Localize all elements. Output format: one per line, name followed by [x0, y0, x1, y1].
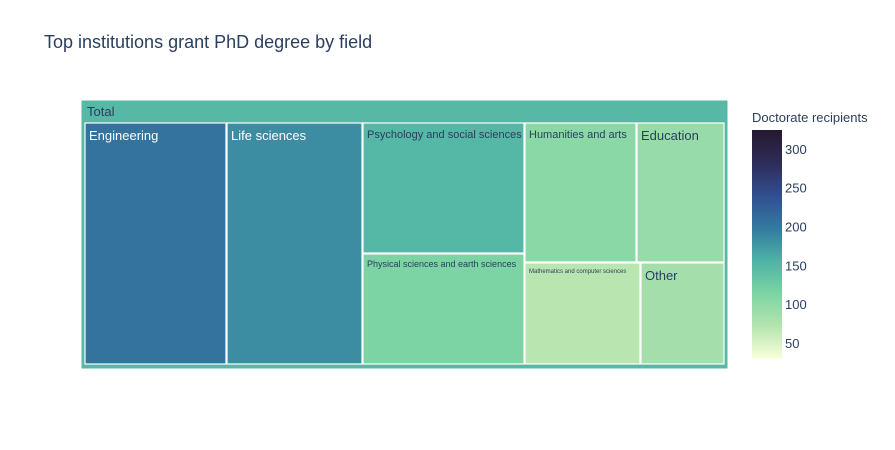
- tile-physical-sciences-and-earth-sciences: [362, 253, 525, 365]
- tile-label-life-sciences: Life sciences: [231, 128, 307, 143]
- colorbar: [752, 130, 782, 359]
- colorbar-tick-label: 50: [785, 336, 799, 351]
- colorbar-tick-label: 150: [785, 258, 807, 273]
- colorbar-tick-label: 100: [785, 297, 807, 312]
- tile-label-other: Other: [645, 268, 678, 283]
- colorbar-tick-label: 300: [785, 142, 807, 157]
- tile-other: [640, 262, 725, 365]
- tile-label-engineering: Engineering: [89, 128, 158, 143]
- tile-label-psychology-and-social-sciences: Psychology and social sciences: [367, 129, 522, 141]
- tile-engineering: [84, 122, 227, 365]
- chart-title: Top institutions grant PhD degree by fie…: [44, 32, 373, 52]
- tile-label-mathematics-and-computer-sciences: Mathematics and computer sciences: [529, 269, 626, 275]
- tile-root-label: Total: [87, 104, 115, 119]
- tile-life-sciences: [226, 122, 363, 365]
- tile-label-education: Education: [641, 128, 699, 143]
- colorbar-title: Doctorate recipients: [752, 110, 868, 125]
- colorbar-tick-label: 200: [785, 220, 807, 235]
- tile-psychology-and-social-sciences: [362, 122, 525, 254]
- tile-mathematics-and-computer-sciences: [524, 262, 641, 365]
- colorbar-tick-label: 250: [785, 181, 807, 196]
- tile-education: [636, 122, 725, 263]
- tile-label-physical-sciences-and-earth-sciences: Physical sciences and earth sciences: [367, 259, 517, 269]
- tile-label-humanities-and-arts: Humanities and arts: [529, 129, 627, 141]
- tile-humanities-and-arts: [524, 122, 637, 263]
